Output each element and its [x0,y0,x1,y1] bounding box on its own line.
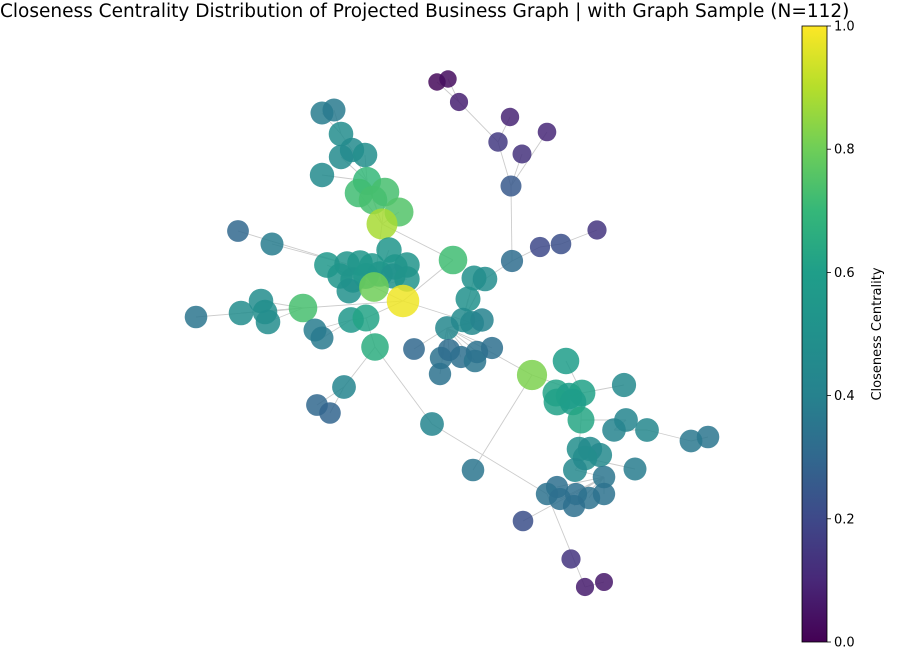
graph-node [319,402,341,424]
colorbar: 0.0 0.2 0.4 0.6 0.8 1.0 Closeness Centrality [801,20,885,651]
colorbar-label: Closeness Centrality [870,267,885,400]
graph-node [366,208,398,240]
graph-edge [472,374,533,471]
network-graph [184,70,720,597]
graph-node [435,316,459,340]
colorbar-tick-label: 0.8 [834,143,855,158]
graph-node [310,326,334,350]
graph-node [255,309,281,335]
graph-node [635,418,659,442]
graph-node [516,359,548,391]
graph-node [336,278,362,304]
graph-node [587,220,607,240]
graph-node [550,233,572,255]
graph-node [623,457,647,481]
colorbar-tick-label: 0.2 [834,512,855,527]
graph-node [592,465,616,489]
graph-node [562,494,586,518]
graph-node [488,132,508,152]
graph-node [439,70,457,88]
graph-node [595,573,613,591]
graph-node [512,510,534,532]
colorbar-ticks: 0.0 0.2 0.4 0.6 0.8 1.0 [827,20,855,651]
graph-node [470,308,494,332]
graph-node [428,362,452,386]
graph-node [332,375,356,399]
graph-node [420,412,444,436]
graph-node [352,304,380,332]
graph-node [696,425,720,449]
graph-node [386,284,420,318]
graph-node [500,107,520,127]
graph-node [679,429,703,453]
graph-node [260,232,284,256]
graph-node [449,92,469,112]
graph-node [328,144,354,170]
graph-node [184,305,208,329]
graph-node [322,98,346,122]
colorbar-tick-label: 0.4 [834,389,855,404]
graph-node [227,220,249,242]
graph-edge [546,493,586,588]
colorbar-tick-label: 0.0 [834,636,855,651]
graph-node [461,458,485,482]
graph-node [472,266,498,292]
graph-node [611,372,637,398]
graph-edge [431,423,548,495]
graph-node [561,549,581,569]
graph-node [529,236,551,258]
graph-edge [374,346,433,425]
graph-node [567,406,595,434]
graph-node [352,142,378,168]
graph-node [512,144,532,164]
graph-node [370,177,400,207]
graph-node [359,272,389,302]
graph-node [563,458,587,482]
colorbar-tick-label: 0.6 [834,266,855,281]
graph-node [455,286,481,312]
nodes-layer [184,70,720,597]
graph-node [438,245,468,275]
graph-node [403,338,425,360]
graph-node [500,175,522,197]
chart-title: Closeness Centrality Distribution of Pro… [0,1,850,22]
graph-node [575,577,595,597]
graph-node [228,300,254,326]
graph-node [309,162,335,188]
graph-node [537,122,557,142]
graph-node [361,333,389,361]
graph-node [592,482,616,506]
graph-edge [302,300,404,309]
colorbar-tick-label: 1.0 [834,20,855,35]
colorbar-gradient [801,25,828,643]
graph-node [500,249,524,273]
graph-node [288,293,318,323]
graph-node [602,418,626,442]
graph-node [552,347,580,375]
graph-node [480,336,504,360]
graph-edge [510,185,513,262]
